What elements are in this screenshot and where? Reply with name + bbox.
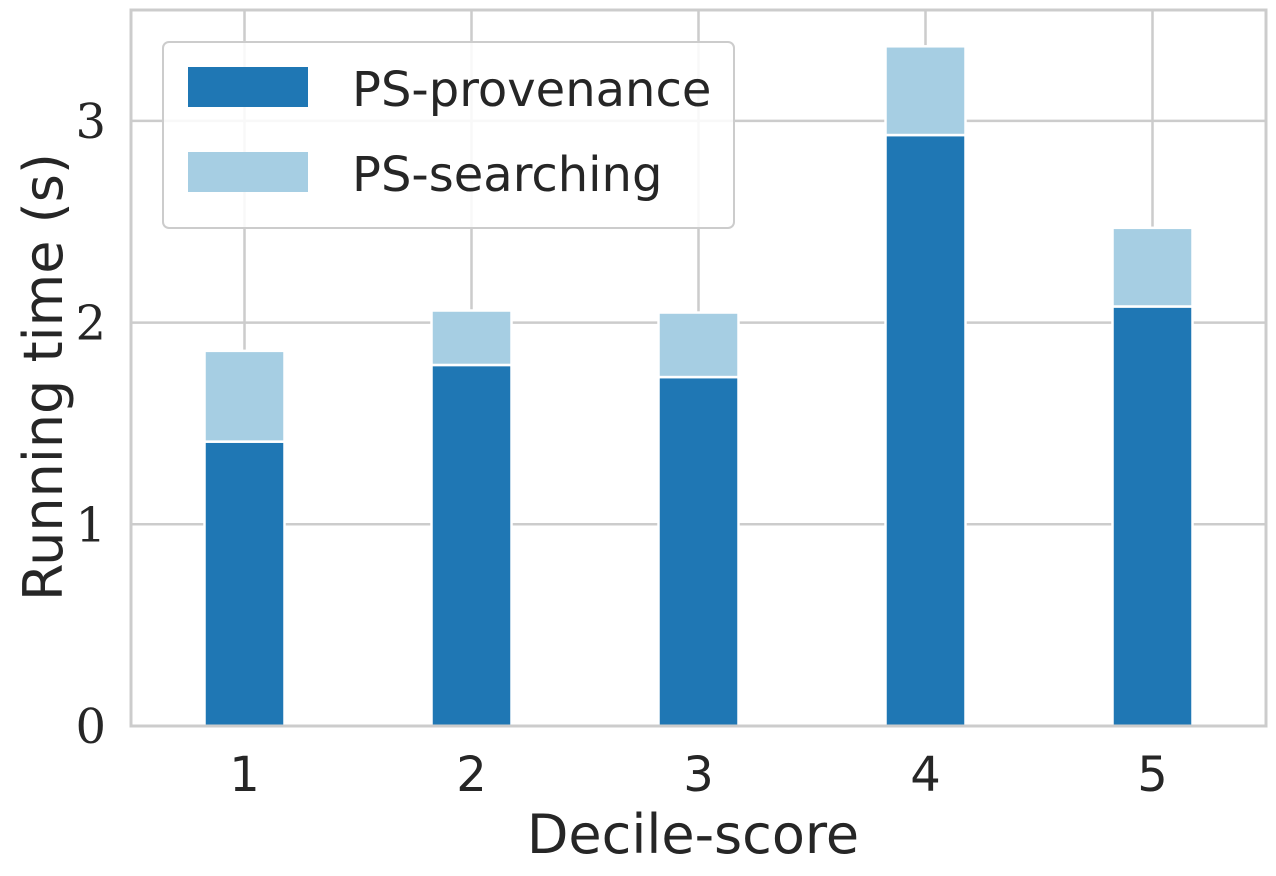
y-axis-label: Running time (s) <box>12 153 75 601</box>
x-tick-label-2: 2 <box>456 747 487 803</box>
bar-ps-searching-5 <box>1111 226 1194 308</box>
bar-ps-provenance-2 <box>430 363 513 728</box>
plot-border <box>129 8 1268 728</box>
legend-label-ps-searching: PS-searching <box>352 147 662 203</box>
x-tick-label-3: 3 <box>683 747 714 803</box>
legend-swatch-ps-provenance <box>188 67 308 107</box>
bar-ps-searching-2 <box>430 309 513 367</box>
bar-ps-provenance-5 <box>1111 305 1194 728</box>
bar-ps-provenance-4 <box>884 133 967 728</box>
bars <box>203 45 1194 728</box>
x-tick-label-4: 4 <box>910 747 941 803</box>
bar-ps-searching-3 <box>657 311 740 379</box>
y-tick-label-2: 2 <box>75 296 106 352</box>
x-tick-labels: 1 2 3 4 5 <box>229 747 1168 803</box>
bar-ps-searching-1 <box>203 349 286 443</box>
plot-frame <box>129 8 1268 728</box>
y-tick-label-0: 0 <box>75 699 106 755</box>
bar-ps-provenance-1 <box>203 440 286 728</box>
x-axis-label: Decile-score <box>527 803 859 866</box>
bar-ps-searching-4 <box>884 45 967 137</box>
y-tick-label-3: 3 <box>75 94 106 150</box>
legend: PS-provenance PS-searching <box>162 41 735 229</box>
legend-label-ps-provenance: PS-provenance <box>352 62 711 118</box>
x-tick-label-1: 1 <box>229 747 260 803</box>
y-tick-labels: 0 1 2 3 <box>75 94 106 755</box>
y-tick-label-1: 1 <box>75 497 106 553</box>
x-tick-label-5: 5 <box>1137 747 1168 803</box>
bar-ps-provenance-3 <box>657 375 740 728</box>
legend-swatch-ps-searching <box>188 152 308 192</box>
